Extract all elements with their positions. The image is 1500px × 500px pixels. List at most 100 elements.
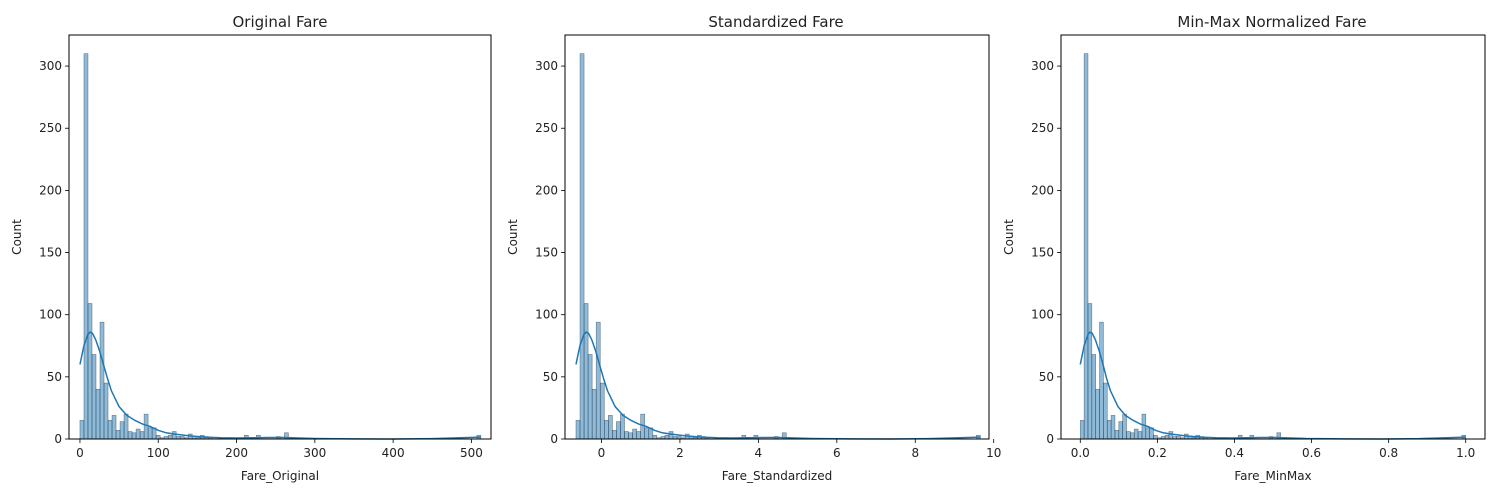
histogram-bar — [131, 432, 137, 440]
x-tick-label: 6 — [833, 446, 841, 460]
y-tick-label: 0 — [550, 432, 558, 446]
x-tick-label: 0.2 — [1148, 446, 1167, 460]
x-axis-label: Fare_Standardized — [722, 469, 832, 483]
histogram-bar — [644, 427, 650, 440]
panel-minmax-fare: Min-Max Normalized Fare 0 50 100 150 200 250 3… — [1002, 13, 1486, 483]
panel-standardized-fare: Standardized Fare 0 50 100 150 200 250 300 0 2 4… — [506, 13, 1001, 483]
y-axis-ticks: 0 50 100 150 200 250 300 — [535, 59, 565, 446]
y-axis-label: Count — [10, 219, 24, 255]
y-axis-ticks: 0 50 100 150 200 250 300 — [1031, 59, 1061, 446]
y-tick-label: 200 — [535, 183, 558, 197]
x-axis-ticks: 0.0 0.2 0.4 0.6 0.8 1.0 — [1071, 439, 1475, 460]
histogram-bar — [135, 428, 141, 440]
x-tick-label: 8 — [911, 446, 919, 460]
histogram-bar — [99, 321, 105, 440]
histogram-bar — [1130, 432, 1135, 440]
histogram-bar — [123, 413, 129, 440]
x-tick-label: 0 — [598, 446, 606, 460]
histogram-bar — [1141, 413, 1147, 440]
histogram-bar — [595, 321, 601, 440]
histogram-bar — [587, 354, 593, 440]
x-axis-label: Fare_Original — [241, 469, 319, 483]
histogram-bar — [632, 428, 637, 440]
y-axis-ticks: 0 50 100 150 200 250 300 — [39, 59, 69, 446]
histogram-bar — [107, 420, 113, 440]
kde-line — [79, 331, 481, 440]
chart-title: Original Fare — [233, 13, 328, 31]
histogram-bar — [1083, 53, 1089, 440]
histogram-bar — [1153, 434, 1158, 440]
histogram-bar — [575, 420, 581, 440]
x-axis-label: Fare_MinMax — [1234, 469, 1311, 483]
x-tick-label: 500 — [460, 446, 483, 460]
y-tick-label: 0 — [54, 432, 62, 446]
histogram-bar — [1145, 427, 1150, 440]
histogram-bar — [111, 415, 117, 440]
y-tick-label: 150 — [39, 246, 62, 260]
histogram-bar — [620, 413, 625, 440]
y-tick-label: 100 — [39, 308, 62, 322]
y-tick-label: 300 — [535, 59, 558, 73]
y-tick-label: 50 — [1039, 370, 1054, 384]
histogram-bar — [1079, 420, 1085, 440]
histogram-bar — [83, 53, 89, 440]
kde-line — [1079, 331, 1466, 440]
y-tick-label: 250 — [1031, 121, 1054, 135]
histogram-bar — [147, 427, 153, 440]
histogram-bar — [155, 434, 161, 440]
histogram-bar — [1095, 388, 1100, 440]
histogram-bar — [583, 303, 589, 440]
y-tick-label: 100 — [1031, 308, 1054, 322]
y-tick-label: 0 — [1046, 432, 1054, 446]
histogram-bar — [171, 431, 177, 440]
histogram-bar — [1091, 354, 1096, 440]
histogram-bar — [1164, 434, 1170, 440]
x-tick-label: 10 — [986, 446, 1001, 460]
x-tick-label: 0.0 — [1071, 446, 1090, 460]
y-tick-label: 50 — [543, 370, 558, 384]
histogram-bar — [668, 431, 674, 440]
histogram-bar — [664, 434, 670, 440]
histogram-bar — [579, 53, 585, 440]
y-tick-label: 200 — [1031, 183, 1054, 197]
y-axis-label: Count — [1002, 219, 1016, 255]
histogram-bar — [1099, 321, 1104, 440]
histogram-bar — [103, 382, 109, 440]
histogram-bar — [616, 421, 621, 440]
y-tick-label: 150 — [535, 246, 558, 260]
histogram-bar — [79, 420, 85, 440]
histogram-bar — [599, 382, 605, 440]
histogram-bar — [603, 420, 609, 440]
y-axis-label: Count — [506, 219, 520, 255]
panel-original-fare: Original Fare 0 50 100 150 200 250 300 0 100 200… — [10, 13, 492, 483]
x-tick-label: 0 — [76, 446, 84, 460]
y-tick-label: 100 — [535, 308, 558, 322]
chart-title: Standardized Fare — [708, 13, 843, 31]
x-tick-label: 2 — [676, 446, 684, 460]
kde-line — [575, 331, 981, 440]
axes-frame — [68, 34, 492, 440]
axes-frame — [564, 34, 990, 440]
x-tick-label: 400 — [382, 446, 405, 460]
histogram-bar — [1168, 431, 1174, 440]
histogram-bar — [95, 388, 101, 440]
histogram-bar — [167, 434, 173, 440]
y-tick-label: 150 — [1031, 246, 1054, 260]
histogram-bar — [91, 354, 97, 440]
y-tick-label: 300 — [39, 59, 62, 73]
histogram-bar — [1122, 413, 1127, 440]
x-tick-label: 4 — [755, 446, 763, 460]
x-tick-label: 200 — [225, 446, 248, 460]
histogram-bar — [119, 421, 125, 440]
histogram-bar — [1106, 420, 1112, 440]
histogram-bar — [628, 432, 633, 440]
histogram-bar — [1137, 431, 1143, 440]
histogram-bar — [87, 303, 93, 440]
histogram-bar — [652, 434, 658, 440]
histogram-bar — [624, 431, 629, 440]
y-tick-label: 50 — [47, 370, 62, 384]
histogram-bar — [1126, 431, 1131, 440]
histogram-bar — [127, 431, 133, 440]
histogram-bar — [1110, 415, 1116, 440]
